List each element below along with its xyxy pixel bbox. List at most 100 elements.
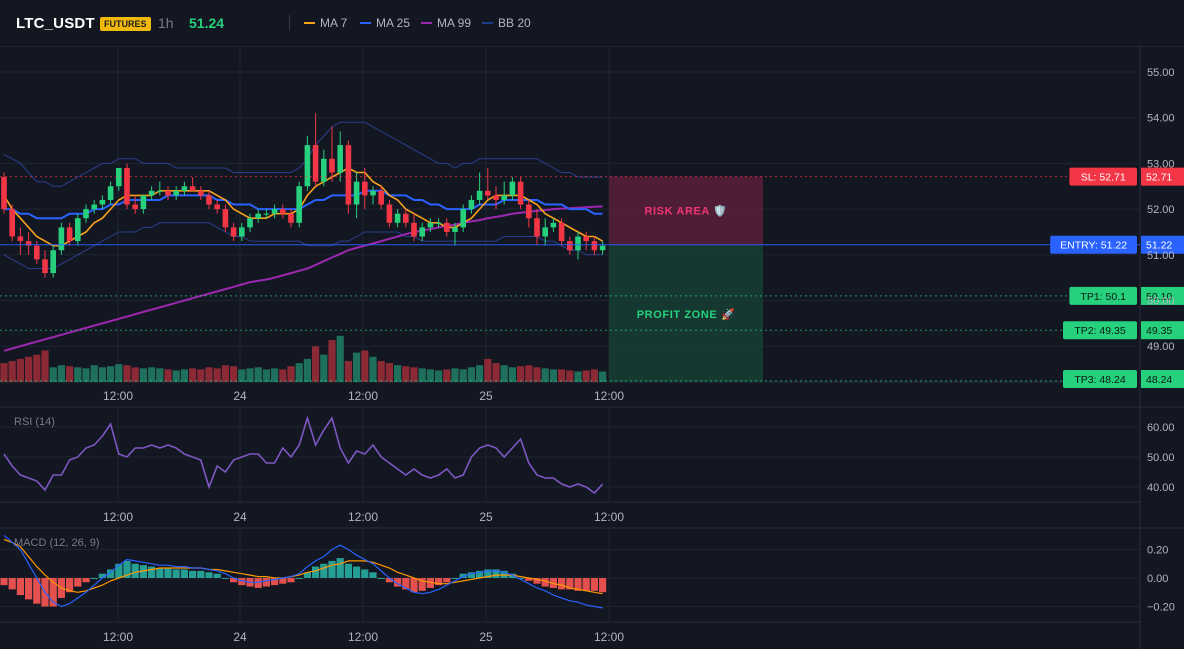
candle-body bbox=[321, 158, 327, 182]
legend-ma25[interactable]: MA 25 bbox=[360, 16, 410, 30]
candle-body bbox=[419, 227, 425, 237]
candle-body bbox=[427, 222, 434, 228]
candle-body bbox=[509, 181, 516, 196]
volume-bar bbox=[238, 369, 246, 382]
volume-bar bbox=[402, 366, 410, 382]
macd-histogram-bar bbox=[377, 578, 385, 579]
volume-bar bbox=[549, 369, 557, 382]
candle-body bbox=[107, 186, 114, 200]
macd-histogram-bar bbox=[131, 563, 139, 578]
level-tag bbox=[1063, 321, 1137, 340]
volume-bar bbox=[230, 366, 238, 382]
y-tick-label: 50.00 bbox=[1147, 296, 1175, 308]
axes: 12:00 12:00 12:00 24 24 24 12:00 12:00 12:00 25 25… bbox=[103, 67, 1175, 644]
x-tick-label: 12:00 bbox=[103, 630, 133, 644]
macd-histogram-bar bbox=[361, 569, 369, 578]
macd-histogram-bar bbox=[287, 578, 295, 583]
level-tag bbox=[1050, 235, 1137, 254]
volume-bar bbox=[451, 368, 459, 382]
macd-histogram-bar bbox=[582, 578, 590, 591]
candle-body bbox=[58, 227, 65, 251]
candle-body bbox=[501, 195, 507, 200]
candle-body bbox=[75, 218, 81, 242]
ma7-swatch bbox=[304, 22, 315, 24]
legend-ma7-label: MA 7 bbox=[320, 16, 348, 30]
volume-bar bbox=[508, 367, 516, 382]
candle-body bbox=[9, 209, 15, 237]
volume-bar bbox=[574, 371, 582, 382]
volume-bar bbox=[16, 358, 24, 382]
candle-body bbox=[222, 209, 229, 228]
macd-histogram-bar bbox=[566, 578, 574, 590]
volume-bar bbox=[262, 369, 270, 382]
candle-body bbox=[148, 190, 155, 196]
macd-histogram-bar bbox=[230, 578, 238, 583]
volume-bar bbox=[189, 368, 197, 382]
level-axis-value: 52.71 bbox=[1146, 172, 1172, 184]
macd-histogram-bar bbox=[517, 578, 525, 579]
candle-body bbox=[476, 190, 483, 200]
macd-histogram-bar bbox=[197, 570, 205, 578]
macd-histogram-bar bbox=[525, 578, 533, 581]
y-tick-label: 51.00 bbox=[1147, 250, 1175, 262]
legend-bb20[interactable]: BB 20 bbox=[482, 16, 531, 30]
macd-histogram-bar bbox=[221, 578, 229, 579]
volume-bar bbox=[517, 366, 525, 382]
candle-body bbox=[247, 218, 253, 228]
rsi-y-tick: 50.00 bbox=[1147, 452, 1175, 464]
candle-body bbox=[444, 222, 450, 232]
volume-bar bbox=[90, 365, 98, 382]
macd-histogram-bar bbox=[385, 578, 393, 583]
ma99-swatch bbox=[421, 22, 432, 24]
volume-bar bbox=[205, 367, 213, 382]
candle-body bbox=[124, 167, 130, 205]
volume-bar bbox=[148, 367, 156, 382]
macd-histogram-bar bbox=[558, 578, 566, 590]
volume-bar bbox=[533, 367, 541, 382]
level-tag-text: SL: 52.71 bbox=[1081, 172, 1126, 184]
risk-area-zone bbox=[609, 176, 763, 245]
candle-body bbox=[386, 204, 393, 223]
macd-histogram-bar bbox=[279, 578, 287, 584]
level-axis-tag bbox=[1141, 370, 1184, 388]
macd-histogram-bar bbox=[123, 560, 131, 578]
candle-body bbox=[403, 213, 409, 223]
volume-bar bbox=[312, 346, 320, 382]
volume-bar bbox=[426, 369, 434, 382]
volume-bar bbox=[246, 368, 254, 382]
volume-bar bbox=[254, 367, 262, 382]
candle-body bbox=[591, 241, 598, 251]
trade-zones: RISK AREA 🛡️ PROFIT ZONE 🚀 bbox=[609, 176, 763, 382]
volume-bar bbox=[443, 369, 451, 382]
rsi-y-tick: 40.00 bbox=[1147, 482, 1175, 494]
candle-body bbox=[157, 190, 163, 192]
volume-bar bbox=[66, 366, 74, 382]
candle-body bbox=[296, 186, 302, 223]
level-axis-tag bbox=[1141, 286, 1184, 305]
macd-histogram-bar bbox=[312, 566, 320, 578]
timeframe-selector[interactable]: 1h bbox=[158, 15, 174, 31]
volume-bar bbox=[467, 367, 475, 382]
level-tag-text: ENTRY: 51.22 bbox=[1060, 240, 1127, 252]
candle-body bbox=[567, 241, 573, 251]
last-price: 51.24 bbox=[189, 15, 225, 31]
volume-bar bbox=[590, 369, 598, 382]
profit-zone-label: PROFIT ZONE 🚀 bbox=[637, 308, 736, 321]
level-tag bbox=[1069, 286, 1137, 305]
candle-body bbox=[91, 204, 97, 210]
x-tick-label: 24 bbox=[233, 389, 247, 403]
symbol-name[interactable]: LTC_USDT bbox=[16, 15, 95, 32]
volume-bar bbox=[599, 371, 607, 382]
candle-body bbox=[99, 199, 106, 205]
macd-histogram-bar bbox=[435, 578, 443, 586]
candle-body bbox=[230, 227, 237, 237]
macd-histogram-bar bbox=[115, 563, 123, 578]
legend-ma99[interactable]: MA 99 bbox=[421, 16, 471, 30]
candle-body bbox=[17, 236, 24, 242]
volume-bar bbox=[0, 363, 8, 382]
candle-body bbox=[1, 177, 7, 210]
volume-bar bbox=[525, 365, 533, 382]
macd-histogram-bar bbox=[271, 578, 279, 586]
legend-ma7[interactable]: MA 7 bbox=[304, 16, 347, 30]
